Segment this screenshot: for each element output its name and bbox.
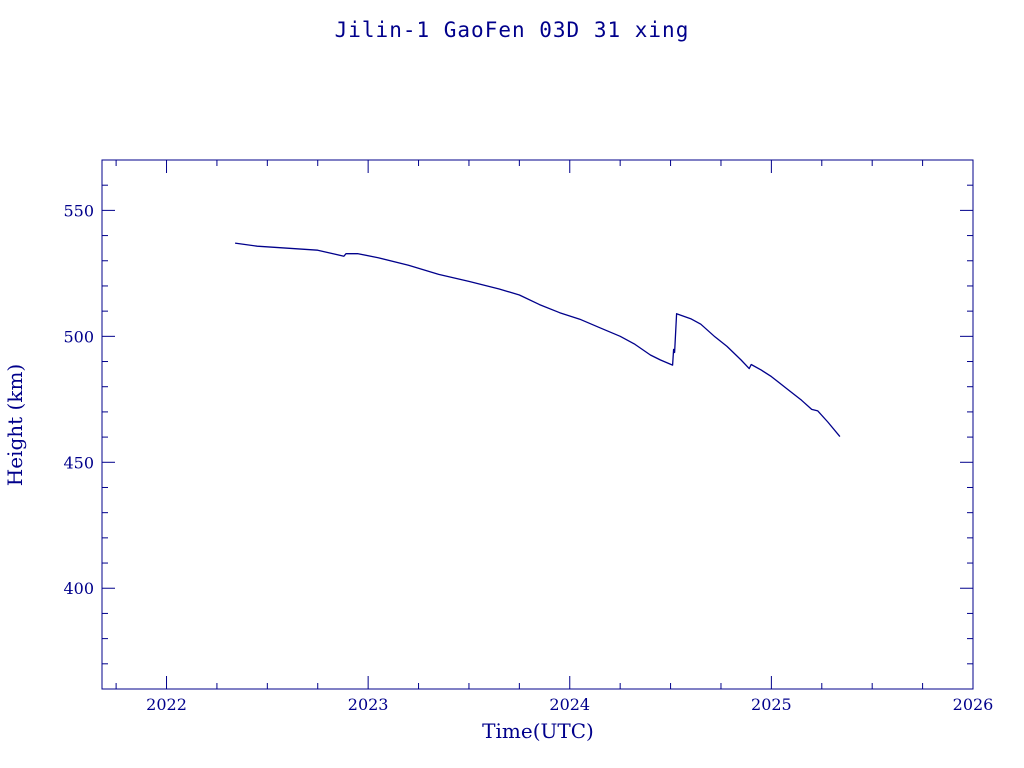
x-tick-label: 2024 [549,695,590,714]
y-tick-labels: 400 450 500 550 [63,201,94,598]
y-tick-label: 550 [63,201,94,220]
x-tick-label: 2022 [146,695,187,714]
y-tick-label: 500 [63,327,94,346]
y-tick-label: 400 [63,579,94,598]
x-tick-labels: 2022 2023 2024 2025 2026 [146,695,993,714]
x-tick-label: 2023 [348,695,389,714]
x-tick-label: 2026 [953,695,994,714]
height-series-line [235,242,841,438]
y-tick-label: 450 [63,453,94,472]
x-tick-label: 2025 [751,695,792,714]
series-layer [235,242,841,438]
tick-marks [102,159,974,690]
x-axis-label: Time(UTC) [482,719,594,743]
plot-frame [101,159,974,690]
y-axis-label: Height (km) [3,364,27,486]
chart-title: Jilin-1 GaoFen 03D 31 xing [335,18,690,42]
